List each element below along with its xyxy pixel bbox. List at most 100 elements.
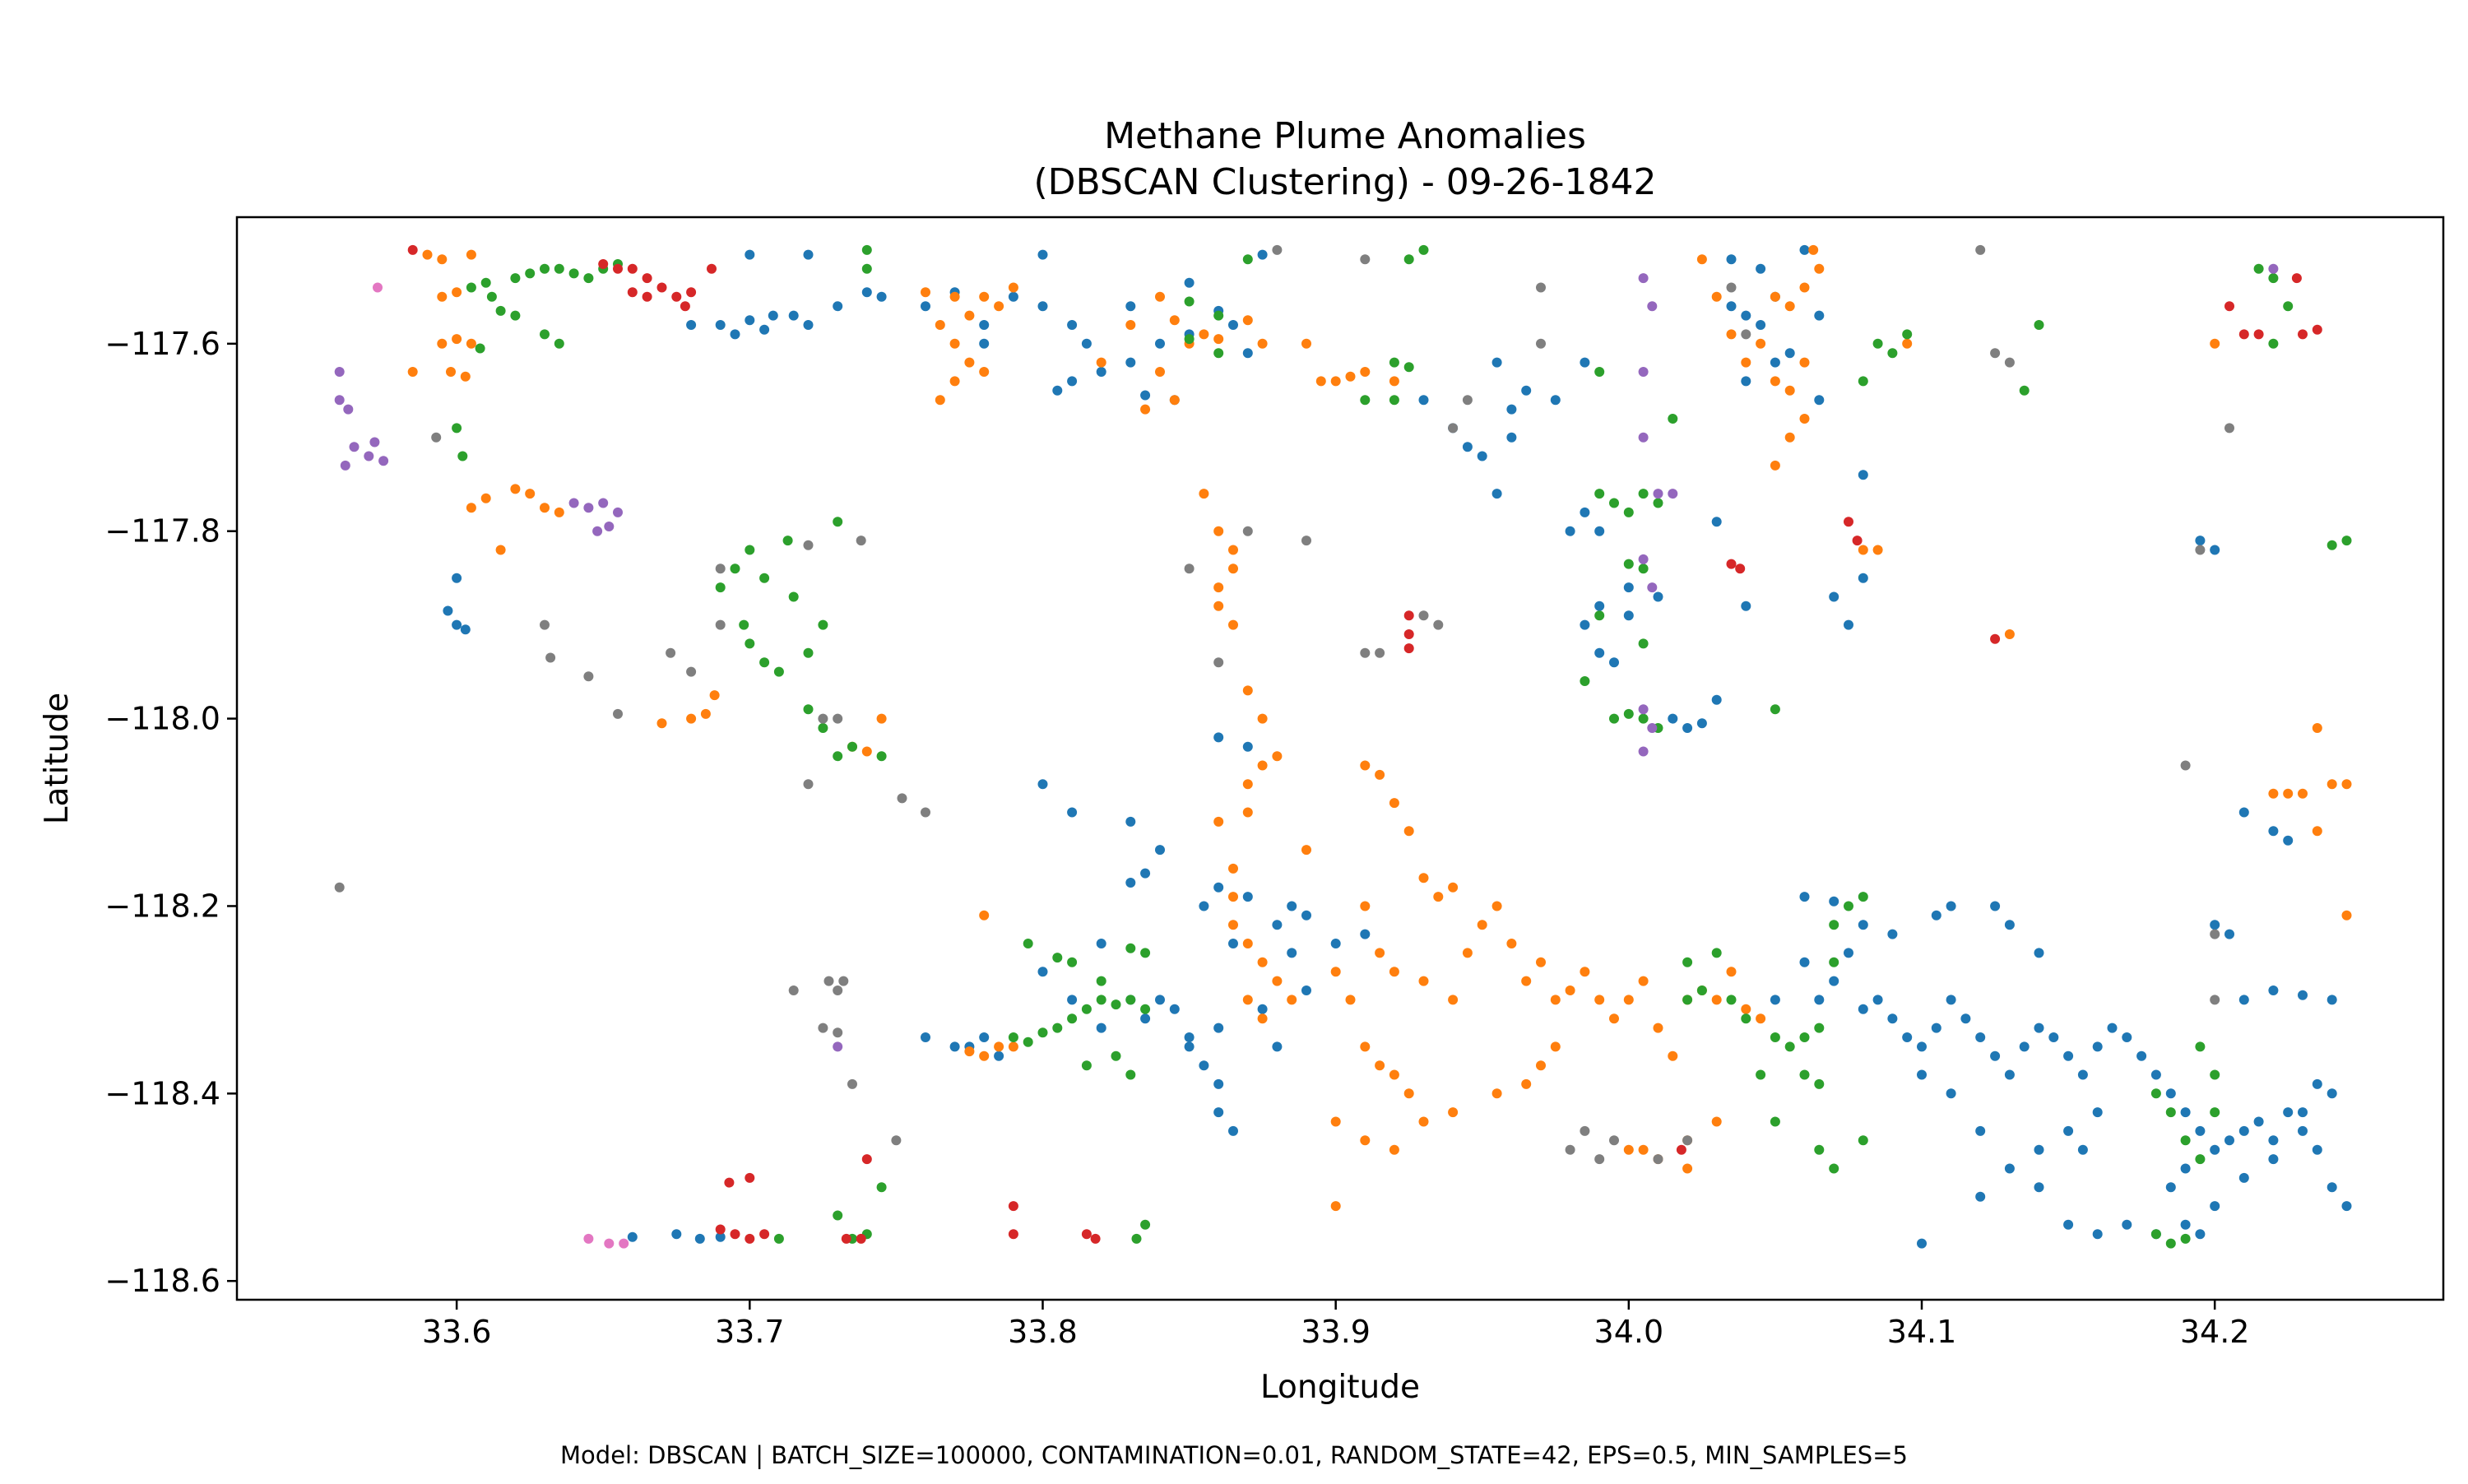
- point-green-47: [1067, 1013, 1078, 1024]
- point-gray-4: [583, 671, 594, 682]
- point-blue-32: [1037, 249, 1048, 260]
- point-green-75: [1594, 489, 1605, 499]
- point-blue-101: [1257, 1004, 1268, 1014]
- point-orange-50: [1360, 367, 1371, 377]
- point-blue-63: [1653, 591, 1663, 602]
- point-gray-7: [686, 666, 697, 677]
- point-orange-129: [1711, 995, 1722, 1005]
- point-gray-46: [1975, 244, 1986, 255]
- point-purple-7: [369, 437, 380, 448]
- point-green-97: [1741, 1013, 1751, 1024]
- point-green-107: [1814, 1078, 1825, 1089]
- point-blue-25: [1081, 338, 1092, 349]
- point-orange-77: [1257, 957, 1268, 967]
- point-orange-59: [979, 910, 990, 921]
- point-blue-82: [1829, 591, 1839, 602]
- point-green-104: [1858, 892, 1868, 902]
- point-blue-200: [2283, 835, 2294, 846]
- point-green-88: [1668, 414, 1678, 424]
- point-blue-201: [2238, 807, 2249, 818]
- point-orange-155: [1858, 545, 1868, 555]
- point-blue-90: [1242, 892, 1253, 902]
- point-green-119: [2150, 1088, 2161, 1099]
- point-blue-66: [1682, 723, 1693, 733]
- point-orange-25: [994, 301, 1004, 312]
- point-orange-99: [1389, 1144, 1399, 1155]
- point-red-29: [1735, 563, 1746, 574]
- point-orange-71: [1272, 751, 1283, 762]
- model-footnote: Model: DBSCAN | BATCH_SIZE=100000, CONTA…: [560, 1441, 1908, 1469]
- point-gray-31: [1375, 647, 1385, 658]
- point-blue-74: [1770, 357, 1780, 368]
- point-red-6: [671, 291, 682, 302]
- point-blue-94: [1360, 929, 1371, 939]
- point-blue-58: [1580, 619, 1590, 630]
- point-orange-161: [2327, 779, 2337, 790]
- point-blue-7: [452, 573, 462, 583]
- point-orange-154: [1808, 244, 1819, 255]
- point-blue-150: [2107, 1023, 2118, 1033]
- point-gray-47: [1990, 348, 2001, 359]
- y-tick-label: −118.6: [104, 1263, 220, 1299]
- point-blue-91: [1272, 920, 1283, 930]
- point-red-23: [1081, 1229, 1092, 1240]
- point-orange-41: [1140, 404, 1151, 415]
- point-orange-164: [2268, 788, 2279, 799]
- point-orange-27: [1008, 282, 1018, 293]
- point-blue-72: [1741, 310, 1751, 321]
- point-green-70: [1403, 254, 1414, 265]
- point-green-2: [466, 282, 476, 293]
- x-axis-ticks: 33.6 33.7 33.8 33.9 34.0 34.1 34.2: [422, 1300, 2249, 1350]
- point-blue-159: [2238, 1125, 2249, 1136]
- point-blue-146: [2048, 1032, 2059, 1042]
- point-orange-90: [1389, 967, 1399, 977]
- point-blue-128: [1770, 995, 1780, 1005]
- point-red-5: [656, 282, 667, 293]
- point-blue-44: [1418, 395, 1429, 406]
- data-points: [334, 244, 2352, 1249]
- point-green-13: [554, 338, 564, 349]
- point-green-124: [2150, 1229, 2161, 1240]
- point-orange-43: [1213, 334, 1224, 345]
- point-blue-190: [1858, 920, 1868, 930]
- point-green-106: [1799, 1069, 1810, 1080]
- point-orange-130: [1741, 1004, 1751, 1014]
- point-orange-85: [1375, 769, 1385, 780]
- point-orange-116: [1653, 1023, 1663, 1033]
- point-blue-162: [2283, 1107, 2294, 1118]
- point-red-26: [1403, 629, 1414, 639]
- point-blue-21: [921, 301, 930, 312]
- point-blue-139: [1946, 995, 1956, 1005]
- point-blue-180: [2004, 1163, 2015, 1174]
- point-blue-109: [1140, 1013, 1151, 1024]
- point-red-9: [627, 287, 638, 298]
- point-blue-153: [2150, 1069, 2161, 1080]
- point-orange-143: [1756, 338, 1766, 349]
- point-green-118: [2019, 385, 2030, 396]
- point-blue-173: [2195, 1229, 2206, 1240]
- point-green-134: [2195, 1041, 2206, 1052]
- point-gray-8: [715, 563, 726, 574]
- point-green-81: [1638, 563, 1649, 574]
- point-green-3: [480, 277, 491, 288]
- point-blue-70: [1711, 517, 1722, 527]
- point-purple-11: [604, 522, 615, 531]
- point-blue-38: [979, 338, 990, 349]
- point-orange-51: [1389, 376, 1399, 387]
- point-blue-171: [2238, 1172, 2249, 1183]
- point-orange-117: [1668, 1050, 1678, 1061]
- point-orange-4: [460, 371, 471, 382]
- point-blue-179: [2034, 1182, 2044, 1193]
- point-green-30: [818, 723, 828, 733]
- point-purple-24: [1647, 723, 1658, 733]
- point-blue-152: [2136, 1050, 2147, 1061]
- point-orange-75: [1228, 920, 1238, 930]
- point-green-44: [1023, 1036, 1033, 1047]
- point-blue-52: [1491, 357, 1502, 368]
- point-orange-144: [1770, 291, 1780, 302]
- point-gray-10: [788, 985, 799, 995]
- point-purple-23: [1638, 704, 1649, 715]
- point-blue-124: [1067, 807, 1078, 818]
- point-green-61: [1125, 1069, 1136, 1080]
- point-green-22: [739, 619, 749, 630]
